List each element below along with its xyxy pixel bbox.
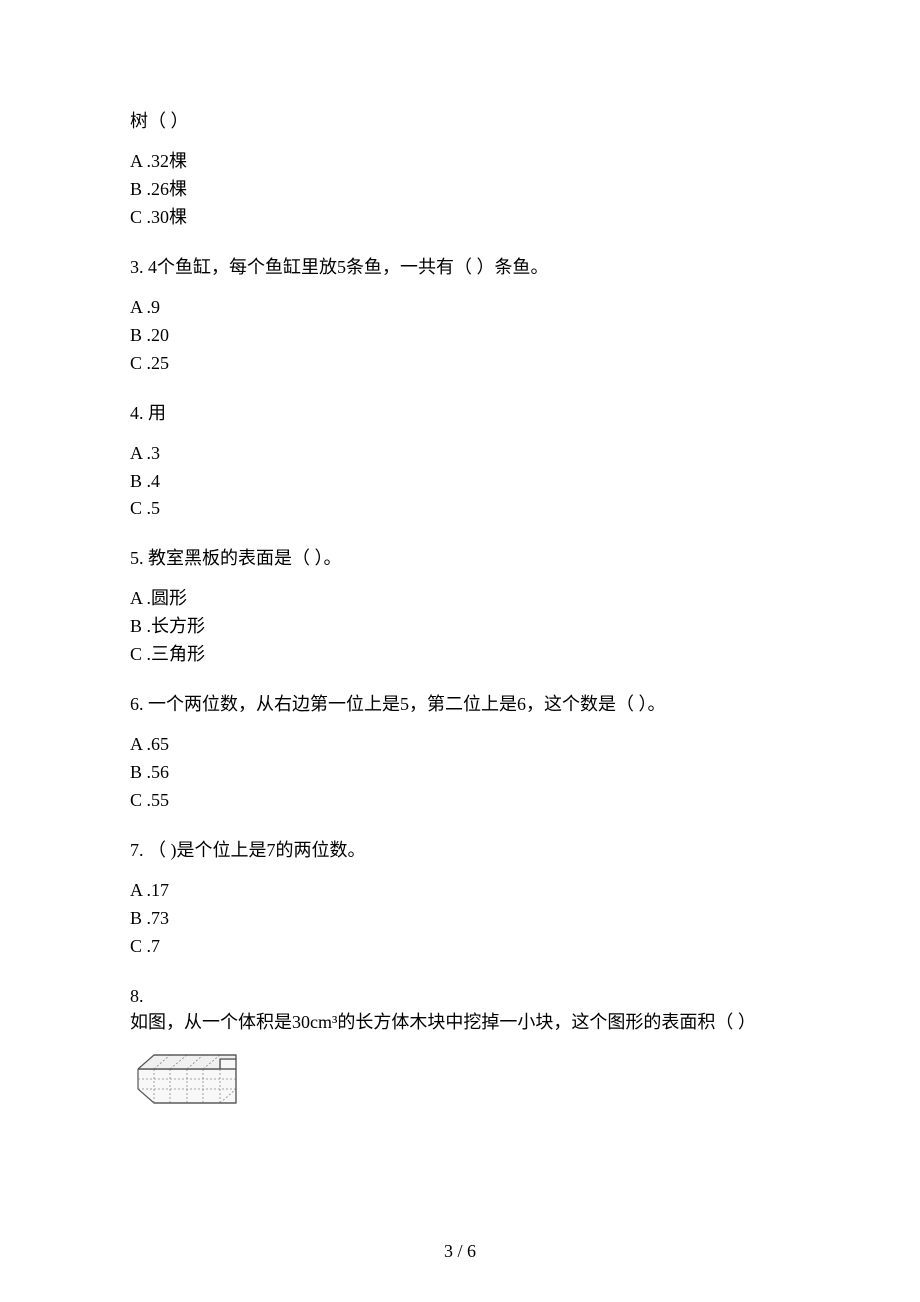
option-c: C .7 [130, 933, 790, 961]
option-b: B .20 [130, 322, 790, 350]
option-b: B .73 [130, 905, 790, 933]
question-options: A .17 B .73 C .7 [130, 877, 790, 961]
question-stem: 6. 一个两位数，从右边第一位上是5，第二位上是6，这个数是（ ）。 [130, 691, 790, 717]
option-a: A .32棵 [130, 148, 790, 176]
option-a: A .3 [130, 440, 790, 468]
cuboid-svg [130, 1039, 248, 1125]
option-c: C .55 [130, 787, 790, 815]
question-8: 8. 如图，从一个体积是30cm³的长方体木块中挖掉一小块，这个图形的表面积（ … [130, 983, 790, 1125]
option-a: A .9 [130, 294, 790, 322]
option-b: B .26棵 [130, 176, 790, 204]
option-a: A .圆形 [130, 585, 790, 613]
option-c: C .25 [130, 350, 790, 378]
question-stem: 4. 用 [130, 400, 790, 426]
option-c: C .三角形 [130, 641, 790, 669]
question-4: 4. 用 A .3 B .4 C .5 [130, 400, 790, 524]
question-options: A .圆形 B .长方形 C .三角形 [130, 585, 790, 669]
question-options: A .9 B .20 C .25 [130, 294, 790, 378]
question-stem: 5. 教室黑板的表面是（ ）。 [130, 545, 790, 571]
option-b: B .56 [130, 759, 790, 787]
question-3: 3. 4个鱼缸，每个鱼缸里放5条鱼，一共有（ ）条鱼。 A .9 B .20 C… [130, 254, 790, 378]
option-b: B .长方形 [130, 613, 790, 641]
cuboid-figure [130, 1039, 248, 1125]
cuboid-shape [138, 1055, 236, 1103]
question-2-tail: 树（ ） A .32棵 B .26棵 C .30棵 [130, 108, 790, 232]
question-options: A .65 B .56 C .55 [130, 731, 790, 815]
question-stem: 3. 4个鱼缸，每个鱼缸里放5条鱼，一共有（ ）条鱼。 [130, 254, 790, 280]
option-c: C .30棵 [130, 204, 790, 232]
page-footer: 3 / 6 [0, 1238, 920, 1264]
question-6: 6. 一个两位数，从右边第一位上是5，第二位上是6，这个数是（ ）。 A .65… [130, 691, 790, 815]
question-options: A .3 B .4 C .5 [130, 440, 790, 524]
question-stem: 树（ ） [130, 108, 790, 134]
option-b: B .4 [130, 468, 790, 496]
question-stem: 如图，从一个体积是30cm³的长方体木块中挖掉一小块，这个图形的表面积（ ） [130, 1009, 790, 1035]
question-number: 8. [130, 983, 790, 1009]
question-5: 5. 教室黑板的表面是（ ）。 A .圆形 B .长方形 C .三角形 [130, 545, 790, 669]
question-options: A .32棵 B .26棵 C .30棵 [130, 148, 790, 232]
question-7: 7. （ )是个位上是7的两位数。 A .17 B .73 C .7 [130, 837, 790, 961]
option-c: C .5 [130, 495, 790, 523]
option-a: A .17 [130, 877, 790, 905]
question-stem: 7. （ )是个位上是7的两位数。 [130, 837, 790, 863]
option-a: A .65 [130, 731, 790, 759]
page: 树（ ） A .32棵 B .26棵 C .30棵 3. 4个鱼缸，每个鱼缸里放… [0, 0, 920, 1302]
